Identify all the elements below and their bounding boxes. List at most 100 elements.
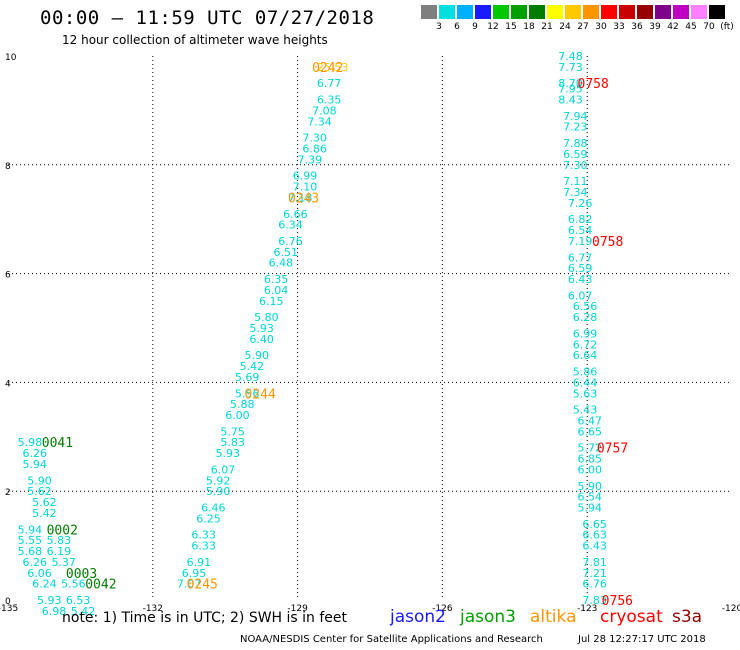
- wave-height-label: 6.15: [259, 295, 284, 308]
- wave-height-label: 6.56: [573, 300, 598, 313]
- x-tick-label: -129: [287, 604, 308, 614]
- legend-swatch: [691, 5, 707, 19]
- wave-height-label: 6.00: [578, 463, 603, 476]
- wave-height-label: 8.43: [558, 94, 583, 107]
- wave-height-label: 5.83: [47, 534, 72, 547]
- wave-height-label: 5.86: [573, 366, 598, 379]
- satellite-label-s3a: s3a: [672, 607, 703, 627]
- wave-height-label: 6.77: [317, 77, 342, 90]
- wave-height-label: 6.77: [568, 251, 593, 264]
- chart-subtitle: 12 hour collection of altimeter wave hei…: [62, 33, 328, 47]
- wave-height-label: 5.93: [249, 322, 273, 335]
- legend-swatch: [583, 5, 599, 19]
- wave-height-label: 7.10: [293, 181, 318, 194]
- wave-height-label: 5.90: [206, 485, 231, 498]
- wave-height-label: 7.39: [298, 153, 323, 166]
- wave-height-label: 6.65: [582, 518, 607, 531]
- wave-height-label: 5.90: [27, 474, 52, 487]
- wave-height-label: 6.04: [264, 284, 289, 297]
- wave-height-label: 5.55: [18, 534, 43, 547]
- wave-height-label: 5.93: [37, 594, 62, 607]
- legend-swatch: [709, 5, 725, 19]
- wave-height-label: 6.06: [27, 567, 52, 580]
- wave-height-label: 6.76: [278, 235, 303, 248]
- wave-height-label: 7.08: [312, 104, 337, 117]
- pass-time-label: 0244: [245, 387, 276, 402]
- wave-height-label: 6.07: [568, 289, 593, 302]
- wave-height-label: 7.11: [563, 175, 588, 188]
- wave-height-label: 6.34: [278, 219, 303, 232]
- wave-height-label: 6.46: [201, 502, 226, 515]
- legend-swatch: [565, 5, 581, 19]
- legend-swatch: [511, 5, 527, 19]
- pass-time-label: 0758: [578, 77, 609, 92]
- wave-height-label: 6.64: [573, 349, 598, 362]
- legend-swatch: [619, 5, 635, 19]
- pass-time-label: 0042: [85, 578, 116, 593]
- x-tick-label: -123: [577, 604, 597, 614]
- wave-height-label: 6.33: [191, 540, 216, 553]
- legend-tick-label: 15: [505, 22, 517, 32]
- wave-height-label: 5.80: [254, 311, 279, 324]
- wave-height-label: 8.70: [558, 77, 583, 90]
- wave-height-label: 7.81: [582, 556, 607, 569]
- legend-swatch: [547, 5, 563, 19]
- pass-time-label: 0756: [602, 594, 633, 609]
- wave-height-label: 6.40: [249, 333, 273, 346]
- wave-height-label: 5.37: [51, 556, 76, 569]
- wave-height-label: 5.94: [18, 523, 43, 536]
- wave-height-label: 5.68: [18, 545, 43, 558]
- legend-swatch: [655, 5, 671, 19]
- wave-height-label: 6.54: [568, 224, 593, 237]
- wave-height-label: 5.92: [206, 474, 231, 487]
- wave-height-label: 6.99: [573, 327, 598, 340]
- wave-height-label: 5.88: [230, 398, 255, 411]
- wave-height-label: 6.65: [578, 425, 603, 438]
- y-tick-label: 0: [5, 597, 11, 607]
- satellite-label-jason2: jason2: [390, 607, 446, 627]
- wave-height-label: 6.35: [317, 94, 342, 107]
- legend-tick-label: 33: [613, 22, 625, 32]
- credit-line: NOAA/NESDIS Center for Satellite Applica…: [240, 634, 543, 645]
- wave-height-label: 25.53: [317, 61, 349, 74]
- generated-timestamp: Jul 28 12:27:17 UTC 2018: [578, 634, 706, 645]
- wave-height-label: 5.90: [245, 349, 269, 362]
- wave-height-label: 7.21: [582, 567, 607, 580]
- wave-height-label: 5.83: [220, 436, 245, 449]
- wave-height-label: 7.30: [563, 159, 588, 172]
- wave-height-label: 6.59: [568, 262, 593, 275]
- legend-swatch: [637, 5, 653, 19]
- x-tick-label: -126: [432, 604, 453, 614]
- legend-swatch: [529, 5, 545, 19]
- wave-height-label: 6.82: [568, 213, 593, 226]
- legend-swatch: [493, 5, 509, 19]
- legend-tick-label: 6: [454, 22, 460, 32]
- x-tick-label: -135: [0, 604, 18, 614]
- wave-height-label: 7.88: [563, 137, 588, 150]
- legend-tick-label: 42: [667, 22, 679, 32]
- wave-height-label: 7.23: [563, 121, 588, 134]
- pass-time-label: 0041: [42, 436, 73, 451]
- pass-time-label: 0003: [66, 567, 97, 582]
- legend-swatch: [421, 5, 437, 19]
- wave-height-label: 6.43: [582, 540, 607, 553]
- legend-tick-label: 3: [436, 22, 442, 32]
- pass-time-label: 0245: [187, 578, 218, 593]
- pass-time-label: 0242: [312, 61, 343, 76]
- wave-height-label: 6.26: [22, 447, 47, 460]
- wave-height-label: 5.42: [240, 360, 265, 373]
- wave-height-label: 7.48: [558, 50, 583, 63]
- wave-height-label: 7.07: [177, 578, 202, 591]
- wave-height-label: 5.98: [18, 436, 43, 449]
- wave-height-label: 7.73: [558, 61, 583, 74]
- legend-tick-label: 12: [487, 22, 499, 32]
- wave-height-label: 5.75: [220, 425, 245, 438]
- y-tick-label: 8: [5, 162, 11, 172]
- legend-tick-label: 27: [577, 22, 589, 32]
- x-tick-label: -132: [143, 604, 163, 614]
- pass-time-label: 0002: [47, 523, 78, 538]
- satellite-label-jason3: jason3: [460, 607, 516, 627]
- x-tick-label: -120: [722, 604, 740, 614]
- wave-height-label: 7.18: [288, 191, 313, 204]
- wave-height-label: 5.72: [578, 442, 603, 455]
